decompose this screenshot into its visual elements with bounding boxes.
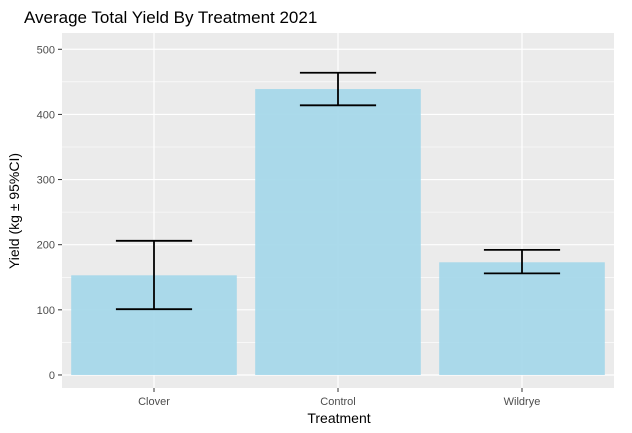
y-tick-label: 200 (37, 240, 55, 252)
y-axis-title: Yield (kg ± 95%CI) (6, 153, 22, 269)
error-bar-control (299, 71, 377, 107)
bar-control (255, 89, 421, 375)
x-tick-label: Control (320, 396, 355, 408)
x-tick-label: Wildrye (504, 396, 541, 408)
y-tick-label: 400 (37, 109, 55, 121)
x-axis: Clover Control Wildrye (138, 388, 540, 408)
x-tick-label: Clover (138, 396, 170, 408)
y-tick-label: 300 (37, 175, 55, 187)
y-tick-label: 500 (37, 44, 55, 56)
chart-title: Average Total Yield By Treatment 2021 (24, 8, 317, 27)
error-bar-wildrye (483, 249, 561, 275)
bar-wildrye (439, 262, 605, 375)
error-bar-clover (115, 239, 193, 311)
x-axis-title: Treatment (307, 410, 370, 426)
y-tick-label: 100 (37, 305, 55, 317)
y-tick-label: 0 (49, 370, 55, 382)
error-bars (115, 71, 561, 311)
y-axis: 0 100 200 300 400 500 (37, 44, 62, 382)
